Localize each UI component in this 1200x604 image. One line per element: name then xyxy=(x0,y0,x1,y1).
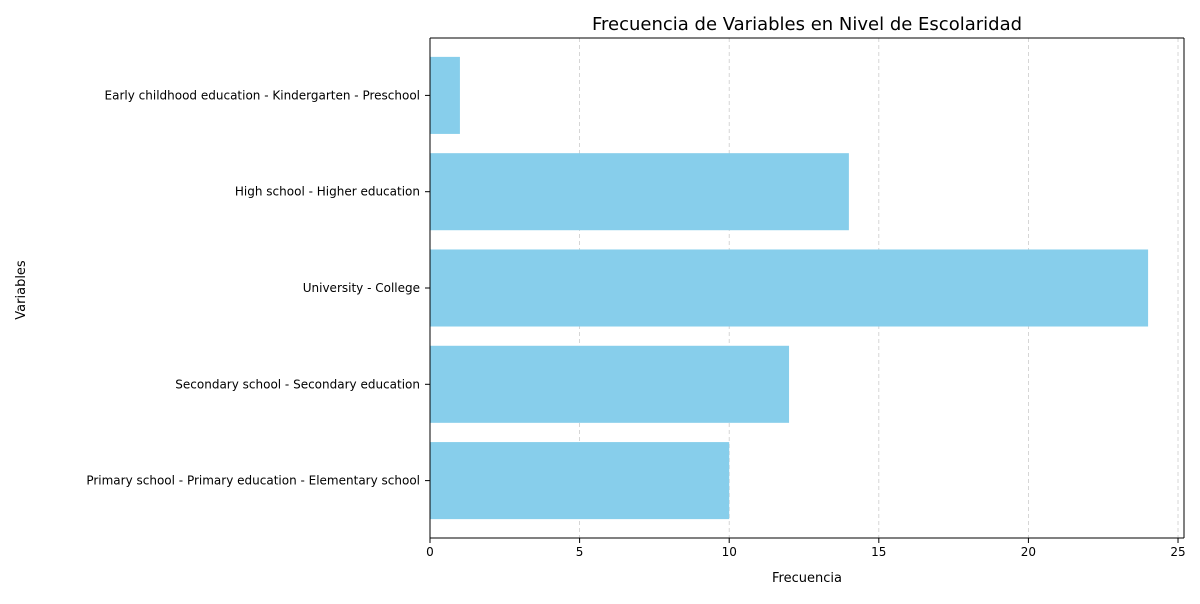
y-tick-label: Early childhood education - Kindergarten… xyxy=(105,88,420,102)
bar xyxy=(430,56,460,134)
y-tick-label: Secondary school - Secondary education xyxy=(175,377,420,391)
x-tick-label: 0 xyxy=(426,545,434,559)
x-axis-label: Frecuencia xyxy=(772,571,842,586)
y-axis-label: Variables xyxy=(14,260,29,320)
x-tick-label: 25 xyxy=(1170,545,1185,559)
y-tick-label: High school - Higher education xyxy=(235,185,420,199)
y-tick-label: Primary school - Primary education - Ele… xyxy=(86,474,420,488)
x-tick-label: 5 xyxy=(576,545,584,559)
x-tick-label: 20 xyxy=(1021,545,1036,559)
bar xyxy=(430,153,849,231)
bars-layer xyxy=(430,56,1149,520)
chart-title: Frecuencia de Variables en Nivel de Esco… xyxy=(592,14,1022,35)
bar xyxy=(430,442,730,520)
x-tick-label: 10 xyxy=(722,545,737,559)
x-tick-label: 15 xyxy=(871,545,886,559)
bar xyxy=(430,249,1149,327)
bar xyxy=(430,345,790,423)
y-tick-label: University - College xyxy=(303,281,420,295)
ticks-layer: 0 5 10 15 20 25 Primary school - Primary educa… xyxy=(86,88,1185,559)
